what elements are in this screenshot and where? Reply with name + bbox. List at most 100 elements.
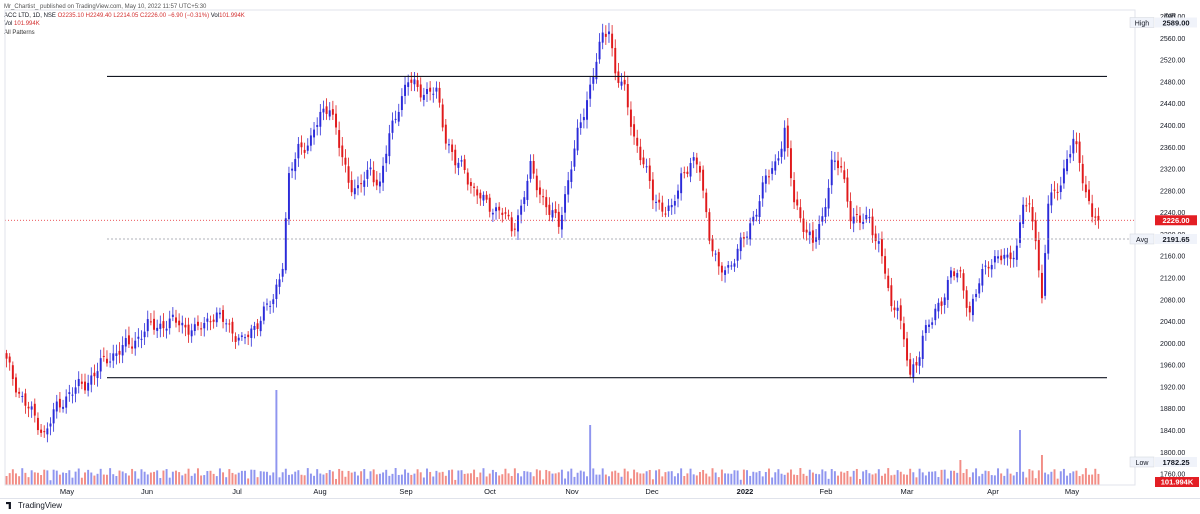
symbol-name[interactable]: ACC LTD, 1D, NSE: [4, 13, 56, 19]
volume-bar: [284, 468, 287, 485]
candle-body: [451, 144, 454, 152]
volume-bar: [1062, 468, 1065, 485]
volume-bar: [426, 468, 428, 485]
candle-body: [582, 117, 585, 121]
volume-bar: [859, 479, 861, 485]
time-tick-label: Jul: [232, 487, 242, 496]
volume-bar: [837, 475, 839, 485]
candle-body: [400, 96, 403, 111]
candle-body: [165, 328, 168, 331]
tradingview-logo[interactable]: TradingView: [6, 501, 62, 510]
candle: [153, 310, 156, 335]
volume-bar: [162, 470, 165, 485]
candle-body: [705, 192, 708, 213]
volume-bar: [256, 477, 259, 485]
candle: [937, 298, 940, 319]
volume-bar: [33, 472, 36, 485]
volume-bar: [300, 474, 303, 485]
volume-bar: [968, 477, 971, 485]
candle-body: [517, 215, 519, 232]
candle-body: [513, 228, 516, 230]
candle-body: [1006, 254, 1009, 258]
candle: [1022, 197, 1025, 228]
candle-body: [435, 87, 438, 92]
candle: [846, 168, 849, 208]
volume-bar: [58, 474, 61, 485]
candle: [441, 98, 444, 132]
candle-body: [1072, 138, 1075, 154]
candle-body: [266, 303, 268, 305]
volume-bar: [670, 471, 673, 485]
candle: [642, 149, 645, 169]
candle: [36, 412, 39, 435]
candle: [372, 161, 375, 187]
volume-bar: [491, 469, 494, 485]
candle: [523, 190, 526, 212]
volume-bar: [422, 477, 425, 485]
volume-bar: [347, 470, 350, 485]
avg-marker-label: Avg: [1136, 237, 1148, 244]
volume-bar: [645, 471, 648, 485]
volume-bar: [742, 469, 745, 485]
volume-bar: [432, 476, 435, 485]
volume-legend[interactable]: Vol 101.994K: [4, 20, 40, 28]
candle: [617, 62, 620, 88]
volume-bar: [15, 473, 17, 485]
volume-bar: [608, 476, 610, 485]
volume-bar: [375, 474, 378, 485]
time-axis: May Jun Jul Aug Sep Oct Nov Dec 2022 Feb Mar Apr May: [60, 487, 1079, 496]
candle-body: [441, 104, 444, 128]
candle: [1012, 250, 1015, 268]
candle: [325, 98, 328, 120]
candle: [554, 201, 557, 219]
candle-body: [965, 290, 968, 308]
candle-body: [617, 71, 620, 83]
volume-bar: [102, 474, 105, 485]
candle-body: [507, 214, 510, 217]
volume-bar: [24, 472, 27, 485]
candle: [623, 71, 626, 91]
candle-body: [328, 110, 331, 117]
candle-body: [21, 395, 24, 397]
candle-body: [168, 318, 171, 329]
volume-legend-value: 101.994K: [14, 21, 40, 27]
volume-bar: [451, 469, 454, 485]
candle-body: [645, 166, 648, 168]
volume-bar: [363, 469, 366, 485]
candle: [943, 293, 946, 314]
candle: [378, 172, 381, 194]
candle-body: [890, 285, 893, 307]
candle: [313, 121, 316, 145]
volume-bar: [1003, 475, 1006, 485]
candle-body: [353, 188, 356, 195]
candle-body: [1053, 189, 1056, 191]
candle: [140, 330, 143, 349]
candle: [843, 161, 846, 183]
volume-bar: [768, 468, 770, 485]
candle: [1000, 249, 1003, 265]
candle: [203, 316, 206, 337]
candle-body: [1081, 163, 1084, 184]
volume-bar: [1066, 475, 1069, 485]
indicator-legend[interactable]: All Patterns: [4, 30, 35, 36]
candle-body: [1000, 255, 1003, 261]
candle: [250, 324, 253, 347]
volume-bar: [532, 476, 535, 485]
candle: [645, 158, 648, 173]
candle: [407, 74, 410, 96]
candle: [532, 154, 535, 179]
volume-bar: [175, 470, 177, 485]
candle: [469, 178, 472, 194]
candle-body: [319, 111, 322, 127]
candle: [353, 179, 356, 200]
volume-bar: [567, 471, 570, 485]
avg-marker: Avg 2191.65: [1129, 233, 1197, 245]
candle-body: [143, 331, 146, 338]
candle-body: [24, 393, 27, 406]
candle: [77, 371, 80, 394]
volume-bar: [325, 473, 328, 485]
candle: [341, 136, 344, 166]
candle-body: [651, 179, 654, 201]
candle: [984, 260, 987, 275]
